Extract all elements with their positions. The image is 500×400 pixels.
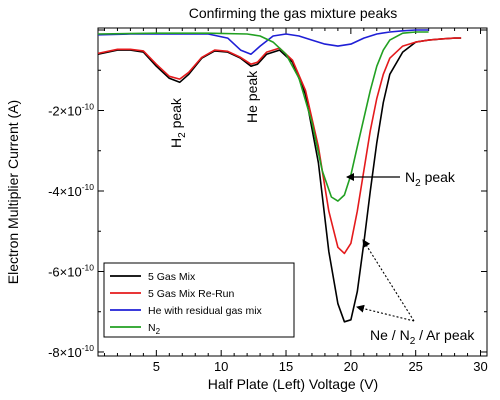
x-tick-label: 10 xyxy=(214,359,228,374)
chart-title: Confirming the gas mixture peaks xyxy=(189,5,398,21)
legend-box xyxy=(103,262,295,338)
y-tick-label: -8×10-10 xyxy=(48,343,94,360)
y-tick-label: -2×10-10 xyxy=(48,102,94,119)
x-tick-label: 5 xyxy=(153,359,160,374)
series-layer xyxy=(97,29,462,323)
series-line-4 xyxy=(97,31,429,202)
legend-label: 5 Gas Mix Re-Run xyxy=(148,288,235,300)
x-tick-label: 20 xyxy=(344,359,358,374)
annotation-he: He peak xyxy=(244,70,260,123)
y-axis-title: Electron Multiplier Current (A) xyxy=(5,100,21,284)
series-line-2 xyxy=(97,37,462,255)
annotation-n2: N2 peak xyxy=(405,169,456,189)
annotation-h2: H2 peak xyxy=(168,97,188,148)
x-axis-title: Half Plate (Left) Voltage (V) xyxy=(208,376,378,392)
legend-label: N2 xyxy=(148,322,161,336)
x-tick-label: 15 xyxy=(279,359,293,374)
y-tick-label: -6×10-10 xyxy=(48,262,94,279)
legend-label: 5 Gas Mix xyxy=(148,271,196,283)
x-tick-label: 25 xyxy=(408,359,422,374)
x-tick-label: 30 xyxy=(473,359,487,374)
y-tick-label: -4×10-10 xyxy=(48,182,94,199)
series-line-3 xyxy=(97,29,429,55)
mix-arrow xyxy=(362,239,415,322)
plot-frame xyxy=(97,27,488,357)
annotation-layer: H2 peak He peak N2 peak Ne / N2 / Ar peak xyxy=(168,70,475,347)
series-line-1 xyxy=(97,37,462,323)
annotation-mix: Ne / N2 / Ar peak xyxy=(370,327,475,347)
legend-label: He with residual gas mix xyxy=(148,305,263,317)
axis-ticks: 5 10 15 20 25 30 -2×10-10 -4×10-10 -6×10-10 -8×10… xyxy=(48,28,488,374)
legend: 5 Gas Mix 5 Gas Mix Re-Run He with residua… xyxy=(103,262,295,338)
mix-arrow xyxy=(356,304,415,322)
